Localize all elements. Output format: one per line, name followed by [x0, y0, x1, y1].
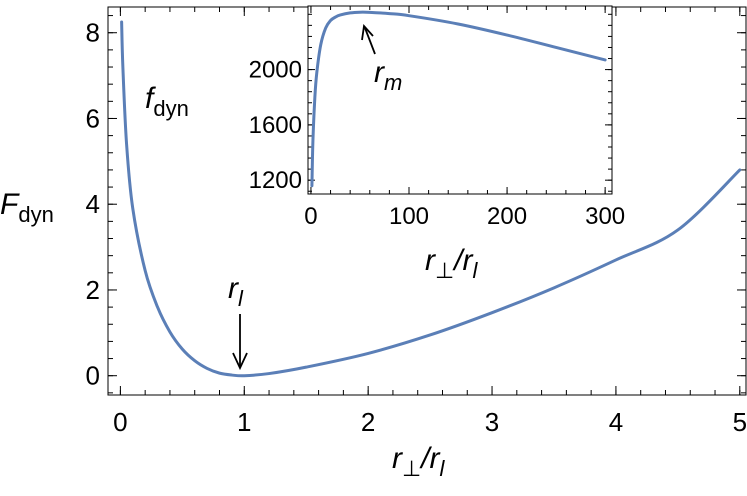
y-tick-label: 4	[86, 189, 100, 219]
y-tick-label: 1600	[249, 112, 302, 139]
inset-annotation-rm: rm	[374, 56, 402, 95]
x-tick-label: 300	[585, 203, 625, 230]
main-series-line	[120, 20, 742, 378]
inset-plot: 0 100 200 300 1200 1600 2000 fdyn r⊥/rl rm	[145, 5, 626, 283]
y-tick-label: 1200	[249, 167, 302, 194]
x-tick-label: 100	[389, 203, 429, 230]
x-tick-label: 1	[237, 407, 251, 437]
main-annotation-arrow	[232, 314, 248, 371]
x-tick-label: 5	[733, 407, 747, 437]
y-tick-label: 8	[86, 18, 100, 48]
main-annotation-rl: rl	[228, 272, 244, 311]
x-tick-label: 2	[361, 407, 375, 437]
inset-x-axis-label: r⊥/rl	[425, 244, 479, 283]
main-y-axis-label: Fdyn	[0, 188, 54, 227]
main-axis-tick-labels: 0 1 2 3 4 5 0 2 4 6 8	[86, 18, 747, 437]
x-tick-label: 200	[487, 203, 527, 230]
y-tick-label: 6	[86, 103, 100, 133]
inset-title: fdyn	[145, 82, 189, 121]
y-tick-label: 0	[86, 361, 100, 391]
inset-plot-frame	[307, 5, 613, 195]
x-tick-label: 0	[113, 407, 127, 437]
main-x-axis-label: r⊥/rl	[392, 442, 446, 481]
y-tick-label: 2000	[249, 57, 302, 84]
x-tick-label: 4	[609, 407, 623, 437]
inset-series-line	[310, 10, 607, 188]
y-tick-label: 2	[86, 275, 100, 305]
inset-annotation-arrow	[361, 23, 376, 55]
inset-axis-ticks	[308, 6, 612, 194]
x-tick-label: 3	[485, 407, 499, 437]
main-plot: 0 1 2 3 4 5 0 2 4 6 8 Fdyn r⊥/rl rl	[0, 6, 747, 481]
x-tick-label: 0	[304, 203, 317, 230]
inset-axis-tick-labels: 0 100 200 300 1200 1600 2000	[249, 57, 626, 230]
inset-background	[308, 6, 612, 194]
